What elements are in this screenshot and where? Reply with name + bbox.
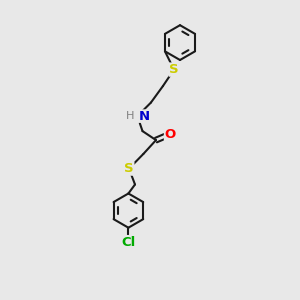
Text: S: S [169,63,179,76]
Text: O: O [164,128,176,141]
Text: H: H [126,111,134,121]
Text: N: N [139,110,150,123]
Text: Cl: Cl [121,236,136,249]
Text: S: S [124,162,134,175]
